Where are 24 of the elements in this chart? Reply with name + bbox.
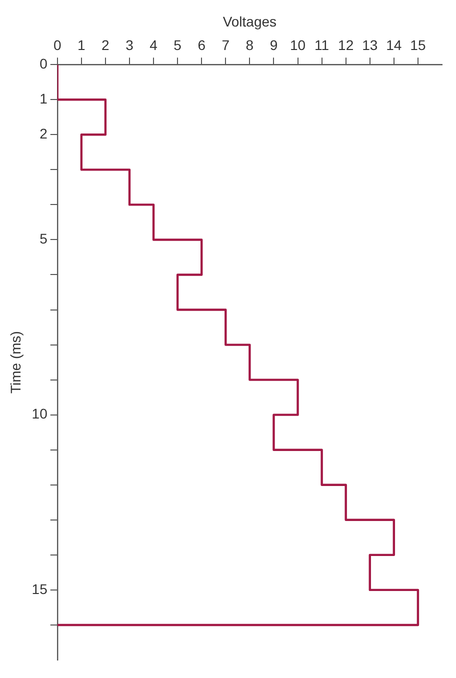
y-tick-label: 5 bbox=[40, 230, 48, 247]
y-tick-label: 1 bbox=[40, 90, 48, 106]
x-tick-label: 10 bbox=[290, 37, 306, 54]
x-tick-label: 8 bbox=[246, 37, 254, 54]
y-tick-label: 2 bbox=[40, 126, 48, 142]
y-tick-label: 0 bbox=[40, 55, 48, 72]
x-tick-label: 5 bbox=[174, 37, 182, 54]
x-tick-label: 14 bbox=[386, 37, 402, 54]
x-tick-label: 3 bbox=[126, 37, 134, 54]
x-tick-label: 9 bbox=[270, 37, 278, 54]
y-tick-label: 15 bbox=[32, 580, 48, 597]
x-tick-label: 15 bbox=[410, 37, 426, 54]
x-axis-title: Voltages bbox=[222, 13, 277, 30]
x-tick-label: 4 bbox=[150, 37, 158, 54]
x-tick-label: 2 bbox=[102, 37, 110, 54]
x-tick-label: 11 bbox=[314, 37, 330, 54]
x-tick-label: 0 bbox=[53, 37, 62, 54]
y-tick-label: 10 bbox=[32, 406, 48, 422]
x-tick-label: 13 bbox=[362, 37, 378, 54]
x-tick-label: 6 bbox=[198, 37, 206, 54]
y-axis-title: Time (ms) bbox=[7, 331, 24, 394]
x-tick-label: 12 bbox=[338, 37, 354, 54]
x-tick-label: 7 bbox=[222, 37, 230, 54]
x-tick-label: 1 bbox=[78, 37, 86, 54]
